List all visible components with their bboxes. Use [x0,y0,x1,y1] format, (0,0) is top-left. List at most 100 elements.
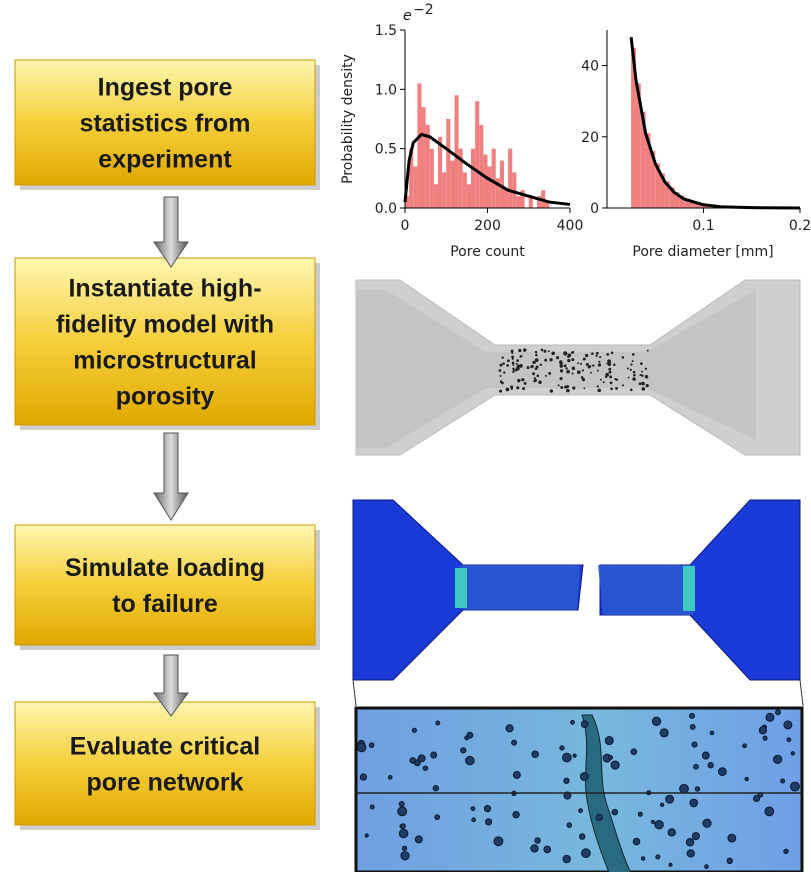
step-box [14,59,316,186]
bar [512,172,517,208]
bar [450,160,455,208]
pore [565,367,568,370]
pore [611,808,619,816]
bar [405,196,410,208]
bar [645,133,651,208]
pore [559,361,563,365]
pore [534,837,541,844]
bar [458,148,463,208]
pore [655,854,661,860]
y-tick-label: 1.5 [375,23,397,39]
pore [506,364,510,367]
pore [608,755,614,761]
bar [693,202,699,208]
pore [576,370,581,375]
pore [638,382,642,386]
pore [707,762,714,769]
pore [694,786,701,792]
bar [491,148,496,208]
pore [533,378,538,382]
pore [544,358,548,362]
x-tick-label: 400 [557,218,584,234]
bar [674,191,680,208]
pore [645,376,648,379]
step-box [14,257,316,426]
pore [512,367,515,371]
pore [581,848,591,859]
pore [540,348,544,352]
pore [466,731,474,739]
pore [536,374,540,378]
pore [596,369,599,372]
pore [359,773,368,781]
bar [499,160,504,208]
pore [510,387,513,391]
pore [598,360,601,363]
pore [627,376,630,379]
bar [475,101,480,208]
pore [547,350,550,353]
pore [633,373,636,377]
pore [521,378,525,382]
step-label: Ingest pore [98,74,233,102]
pore [783,720,793,730]
pore [539,363,543,367]
pore [434,814,441,821]
step-label: Instantiate high- [68,275,261,303]
pore [689,723,696,730]
pore [780,778,786,784]
pore [510,349,514,353]
pore [583,387,586,390]
pore [522,348,527,352]
pore [535,353,538,357]
pore [579,362,583,365]
pore [581,378,586,382]
pore [430,751,438,759]
pore [516,359,520,363]
bar [409,148,414,208]
pore [571,372,574,375]
pore [640,856,646,861]
pore [610,351,614,355]
y-multiplier-base: e [403,8,412,24]
bar [446,119,451,208]
pore [645,383,649,388]
pore [548,371,552,375]
pore [579,772,589,781]
pore [409,757,417,764]
bar [698,203,704,208]
pore [520,354,523,358]
pore [572,753,577,758]
pore [526,366,530,370]
pore [563,791,572,800]
pore [533,377,536,380]
y-tick-label: 1.0 [375,82,397,98]
step-label: porosity [116,383,215,411]
step-box [14,701,316,826]
pore [606,352,610,356]
pore [567,355,570,358]
pore [577,362,580,365]
bar [520,190,525,208]
pore [701,751,710,760]
pore [566,369,570,374]
pore [397,806,408,817]
bar [516,196,521,208]
pore [516,386,520,390]
pore [531,750,539,759]
x-tick-label: 0.1 [692,218,714,234]
pore [544,374,547,377]
pore [602,381,605,384]
pore [607,359,611,364]
bar [508,148,513,208]
pore [532,361,536,364]
pore [691,741,698,748]
pore [591,352,594,355]
pore [398,800,405,807]
bar [421,107,426,208]
pore [758,726,768,735]
pore [641,387,646,391]
bar [433,184,438,208]
y-tick-label: 0 [590,201,599,217]
